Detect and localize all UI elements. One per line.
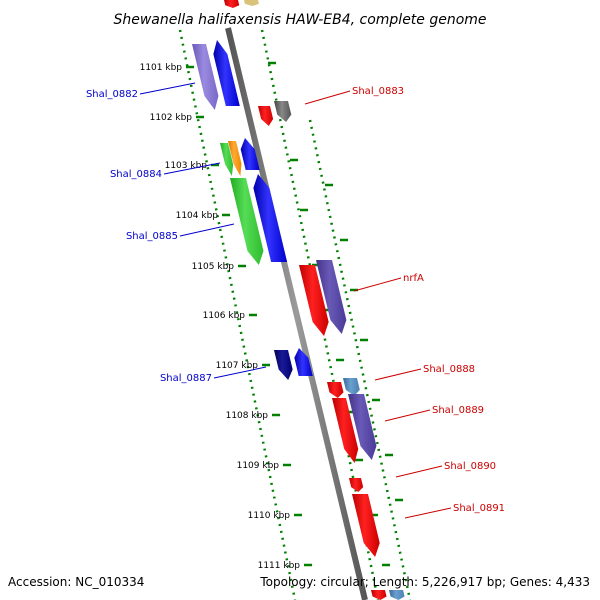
gene-shal-0885 — [253, 174, 288, 262]
leader-line — [213, 366, 267, 379]
gene-shal-0883-gray — [274, 101, 292, 122]
gene-nrfa-purple — [316, 260, 347, 334]
kbp-label: 1110 kbp — [248, 511, 291, 521]
gene-partial-top-red — [224, 0, 240, 8]
gene-shal-0884-green — [220, 143, 234, 176]
gene-label: Shal_0889 — [432, 405, 484, 416]
gene-shal-0882 — [213, 40, 240, 106]
leader-line — [139, 82, 196, 95]
gene-shal-0890 — [349, 478, 364, 492]
kbp-label: 1108 kbp — [226, 411, 269, 421]
gene-shal-0885-green — [230, 178, 264, 265]
genome-backbone — [225, 27, 368, 600]
leader-line — [304, 90, 351, 105]
gene-nrfa — [299, 265, 329, 336]
tick-layer: 1101 kbp 1102 kbp 1103 kbp 1104 kbp 1105 kbp… — [140, 61, 403, 571]
gene-shal-0889 — [332, 398, 359, 463]
kbp-label: 1106 kbp — [203, 311, 246, 321]
kbp-label: 1102 kbp — [150, 113, 193, 123]
gene-shal-0884 — [240, 138, 260, 170]
gene-label: Shal_0887 — [160, 373, 212, 384]
gene-label: Shal_0891 — [453, 503, 505, 514]
kbp-label: 1104 kbp — [176, 211, 219, 221]
gene-label: Shal_0884 — [110, 169, 162, 180]
gene-shal-0888-steel — [343, 378, 360, 396]
gene-partial-top-tan — [244, 0, 259, 6]
gene-label: Shal_0890 — [444, 461, 496, 472]
kbp-label: 1109 kbp — [237, 461, 280, 471]
gene-label: Shal_0888 — [423, 364, 475, 375]
gene-shal-0882-lavender — [192, 44, 219, 110]
gene-shal-0888 — [327, 382, 344, 398]
gene-layer — [192, 0, 405, 600]
gene-shal-0891 — [352, 494, 380, 557]
gene-partial-bottom-steel — [389, 590, 405, 600]
gene-label: Shal_0885 — [126, 231, 178, 242]
left-ruler — [178, 29, 297, 600]
gene-shal-0889-purple — [348, 394, 377, 460]
leader-line — [179, 223, 235, 237]
gene-shal-0887 — [294, 348, 313, 376]
leader-line — [353, 277, 402, 292]
kbp-label: 1103 kbp — [165, 161, 208, 171]
leader-line — [163, 162, 221, 175]
kbp-label: 1105 kbp — [192, 262, 235, 272]
gene-label: nrfA — [403, 273, 424, 284]
kbp-label: 1111 kbp — [258, 561, 301, 571]
gene-shal-0887-navy — [274, 350, 293, 380]
gene-shal-0884-orange — [228, 141, 242, 176]
leader-line — [395, 465, 443, 478]
gene-label: Shal_0883 — [352, 86, 404, 97]
right-ruler-outer — [308, 119, 412, 600]
accession-text: Accession: NC_010334 — [8, 575, 145, 589]
topology-text: Topology: circular; Length: 5,226,917 bp… — [260, 575, 590, 589]
map-title: Shewanella halifaxensis HAW-EB4, complet… — [113, 12, 486, 28]
label-layer: Shal_0882 Shal_0884 Shal_0885 Shal_0887 Shal… — [86, 82, 505, 519]
leader-line — [404, 507, 452, 519]
gene-label: Shal_0882 — [86, 89, 138, 100]
gene-partial-bottom-red — [371, 590, 387, 600]
gene-shal-0883 — [258, 106, 274, 126]
leader-line — [374, 368, 422, 381]
leader-line — [384, 409, 431, 422]
kbp-label: 1107 kbp — [216, 361, 259, 371]
kbp-label: 1101 kbp — [140, 63, 183, 73]
